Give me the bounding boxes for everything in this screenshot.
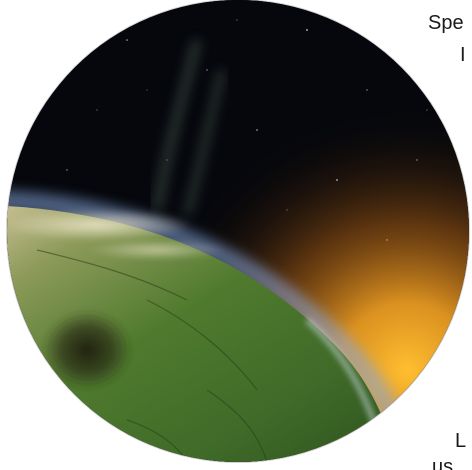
caption-fragment-bottom-2: us bbox=[432, 456, 454, 470]
aurora-streaks bbox=[152, 38, 226, 217]
cloud-band bbox=[7, 209, 192, 241]
caption-fragment-top-1: Spe bbox=[428, 12, 464, 34]
dark-storm-spot bbox=[42, 310, 132, 390]
caption-fragment-bottom-1: L bbox=[455, 430, 467, 452]
planet-scene bbox=[7, 0, 469, 462]
planet-horizon-image bbox=[7, 0, 469, 462]
cloud-band bbox=[87, 240, 227, 260]
stars bbox=[66, 19, 428, 241]
caption-fragment-top-2: I bbox=[460, 44, 466, 66]
